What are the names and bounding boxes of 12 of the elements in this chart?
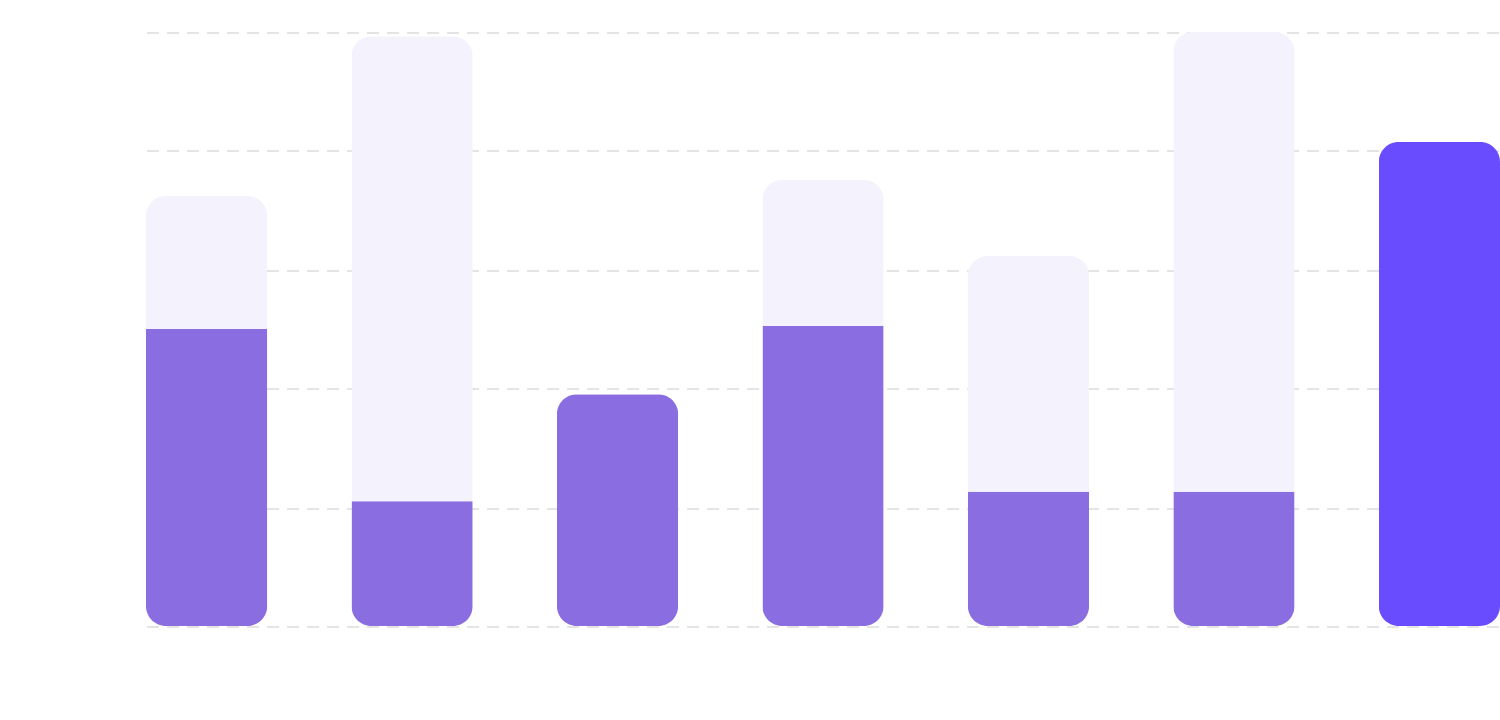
bar — [146, 195, 268, 329]
bar — [967, 491, 1090, 626]
bar — [762, 326, 884, 626]
bar — [967, 255, 1090, 492]
bar — [146, 329, 268, 626]
bar — [556, 394, 679, 626]
bar — [1173, 491, 1295, 626]
bar — [1173, 32, 1295, 492]
bar — [762, 179, 884, 327]
bar — [351, 501, 473, 626]
bar — [1378, 141, 1500, 626]
bar — [351, 36, 473, 502]
